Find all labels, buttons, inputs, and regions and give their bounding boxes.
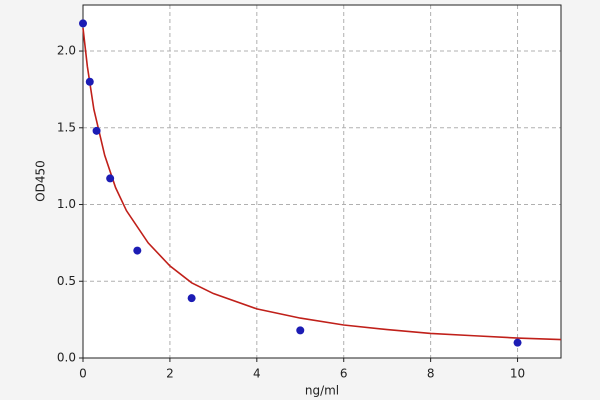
data-point	[187, 294, 196, 303]
data-point	[296, 326, 305, 335]
data-point	[92, 126, 101, 135]
data-point	[85, 77, 94, 86]
y-tick-label: 0.0	[57, 351, 76, 365]
plot-frame	[82, 4, 562, 359]
plot-area	[83, 5, 561, 358]
y-axis-label: OD450	[34, 160, 48, 202]
data-point	[106, 174, 115, 183]
x-tick-label: 0	[79, 367, 87, 381]
y-tick-label: 2.0	[57, 44, 76, 58]
x-axis-label: ng/ml	[305, 384, 339, 398]
x-tick-label: 6	[340, 367, 348, 381]
data-point	[513, 338, 522, 347]
x-tick-label: 10	[510, 367, 525, 381]
x-tick-label: 2	[166, 367, 174, 381]
y-tick-label: 0.5	[57, 274, 76, 288]
y-tick-label: 1.0	[57, 197, 76, 211]
data-point	[79, 19, 87, 28]
x-tick-label: 4	[253, 367, 261, 381]
data-point	[133, 246, 142, 255]
y-tick-label: 1.5	[57, 120, 76, 134]
fit-curve	[82, 27, 562, 341]
x-tick-label: 8	[427, 367, 435, 381]
